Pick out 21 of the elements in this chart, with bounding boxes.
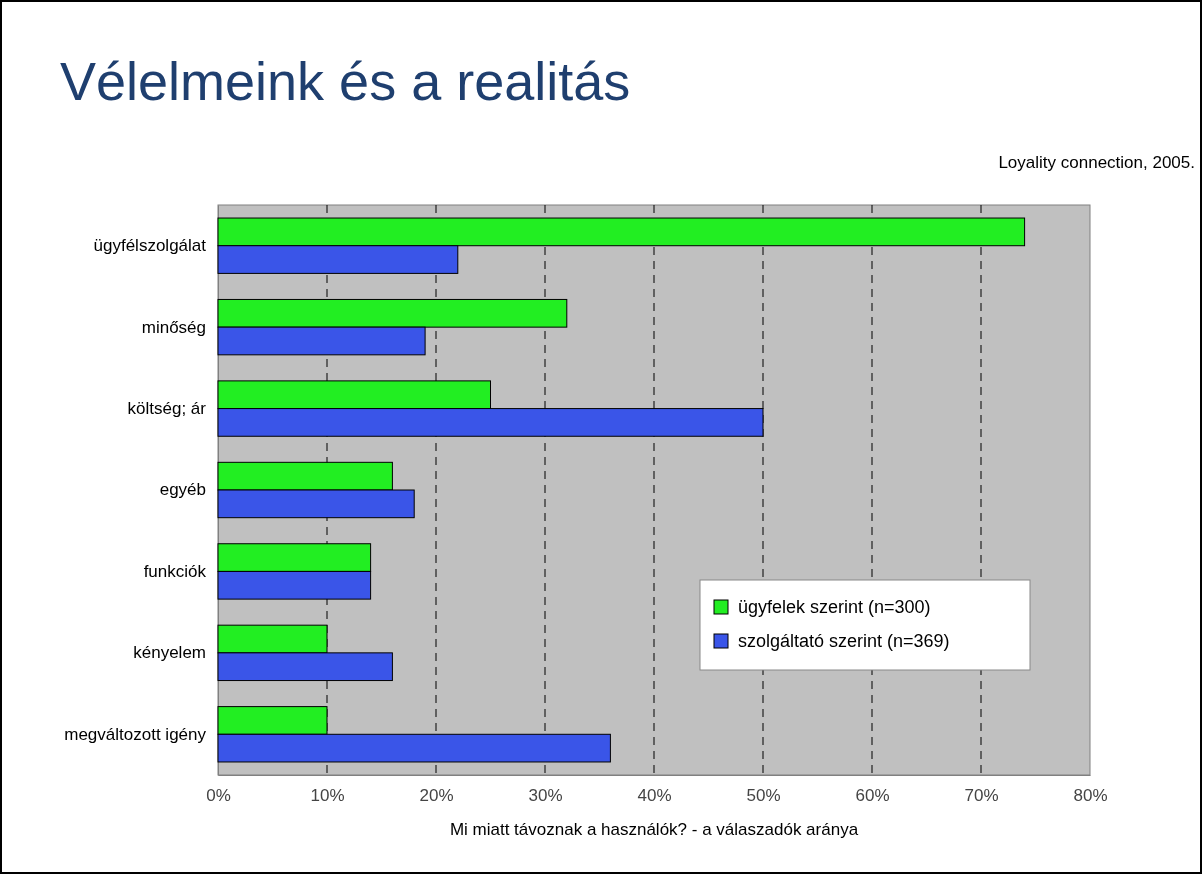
y-tick-label: költség; ár [127, 399, 207, 419]
y-tick-label: megváltozott igény [64, 724, 207, 744]
x-tick-label: 40% [637, 786, 672, 806]
x-tick-label: 0% [206, 786, 231, 806]
y-tick-label: kényelem [133, 643, 206, 663]
legend-label: szolgáltató szerint (n=369) [738, 631, 950, 651]
legend-label: ügyfelek szerint (n=300) [738, 597, 931, 617]
y-tick-label: minőség [141, 317, 206, 337]
y-tick-label: funkciók [143, 561, 207, 581]
x-tick-label: 80% [1073, 786, 1108, 806]
x-tick-label: 30% [528, 786, 563, 806]
y-tick-label: egyéb [159, 480, 206, 500]
chart-title: Vélelmeink és a realitás [60, 51, 631, 111]
text: Loyality connection, 2005. [998, 153, 1195, 172]
x-axis-title: Mi miatt távoznak a használók? - a válaszadók aránya [449, 820, 859, 839]
x-tick-label: 10% [310, 786, 345, 806]
x-tick-label: 70% [964, 786, 999, 806]
y-tick-label: ügyfélszolgálat [93, 236, 207, 256]
x-tick-label: 20% [419, 786, 454, 806]
x-tick-label: 50% [746, 786, 781, 806]
x-tick-label: 60% [855, 786, 890, 806]
